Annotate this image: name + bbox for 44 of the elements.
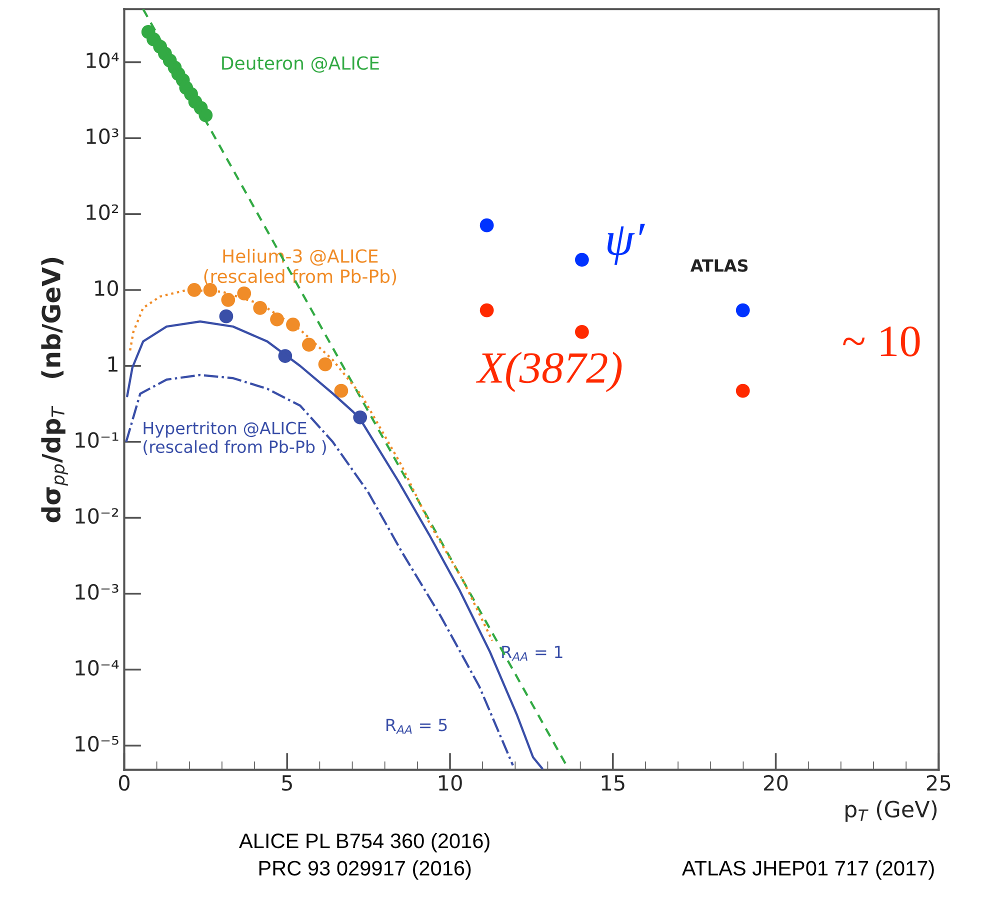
x-tick-label: 0 <box>118 775 130 791</box>
y-tick-label: 10⁻⁴ <box>76 660 119 676</box>
text: R$_{AA}$ = 5 <box>386 718 447 734</box>
series-label: Deuteron @ALICE <box>222 56 379 73</box>
point <box>480 218 494 232</box>
x-tick-label: 5 <box>282 775 292 791</box>
point <box>736 303 750 318</box>
point <box>203 283 218 297</box>
series-label: X(3872) <box>476 352 622 392</box>
text: ALICE PL B754 360 (2016) <box>239 832 490 852</box>
x-tick-label: 25 <box>926 775 950 791</box>
text: ATLAS JHEP01 717 (2017) <box>682 860 934 880</box>
y-tick-label: 10³ <box>86 128 118 144</box>
point <box>318 357 332 372</box>
point <box>736 384 750 398</box>
point <box>253 301 268 315</box>
y-tick-label: 10⁻¹ <box>76 432 118 448</box>
y-tick-label: 10⁻² <box>76 508 118 524</box>
point <box>334 384 348 398</box>
x-tick-label: 20 <box>764 775 788 791</box>
text: dσ$_{pp}$/dp$_{T}$ (nb/GeV) <box>41 258 68 522</box>
y-tick-label: 10⁻³ <box>76 584 118 600</box>
point <box>187 283 202 297</box>
y-tick-label: 1 <box>108 356 118 372</box>
series-label: ψ′ <box>608 224 645 265</box>
point <box>270 312 284 326</box>
series-label: Hypertriton @ALICE (rescaled from Pb-Pb ) <box>144 422 326 456</box>
annotation: ATLAS <box>690 259 748 272</box>
annotation: ~ 10 <box>843 326 920 356</box>
y-tick-label: 10² <box>86 204 118 220</box>
point <box>575 325 589 339</box>
x-tick-label: 15 <box>602 775 624 791</box>
point <box>480 303 494 318</box>
y-tick-label: 10 <box>95 280 118 296</box>
text: PRC 93 029917 (2016) <box>259 860 471 880</box>
point <box>575 252 589 267</box>
point <box>221 292 236 307</box>
x-axis-title: p$_{T}$ (GeV) <box>846 800 937 822</box>
point <box>237 286 252 300</box>
point <box>219 309 234 324</box>
point <box>302 338 316 352</box>
y-tick-label: 10⁻⁵ <box>76 736 118 752</box>
x-tick-label: 10 <box>439 775 462 791</box>
y-tick-label: 10⁴ <box>86 52 119 68</box>
